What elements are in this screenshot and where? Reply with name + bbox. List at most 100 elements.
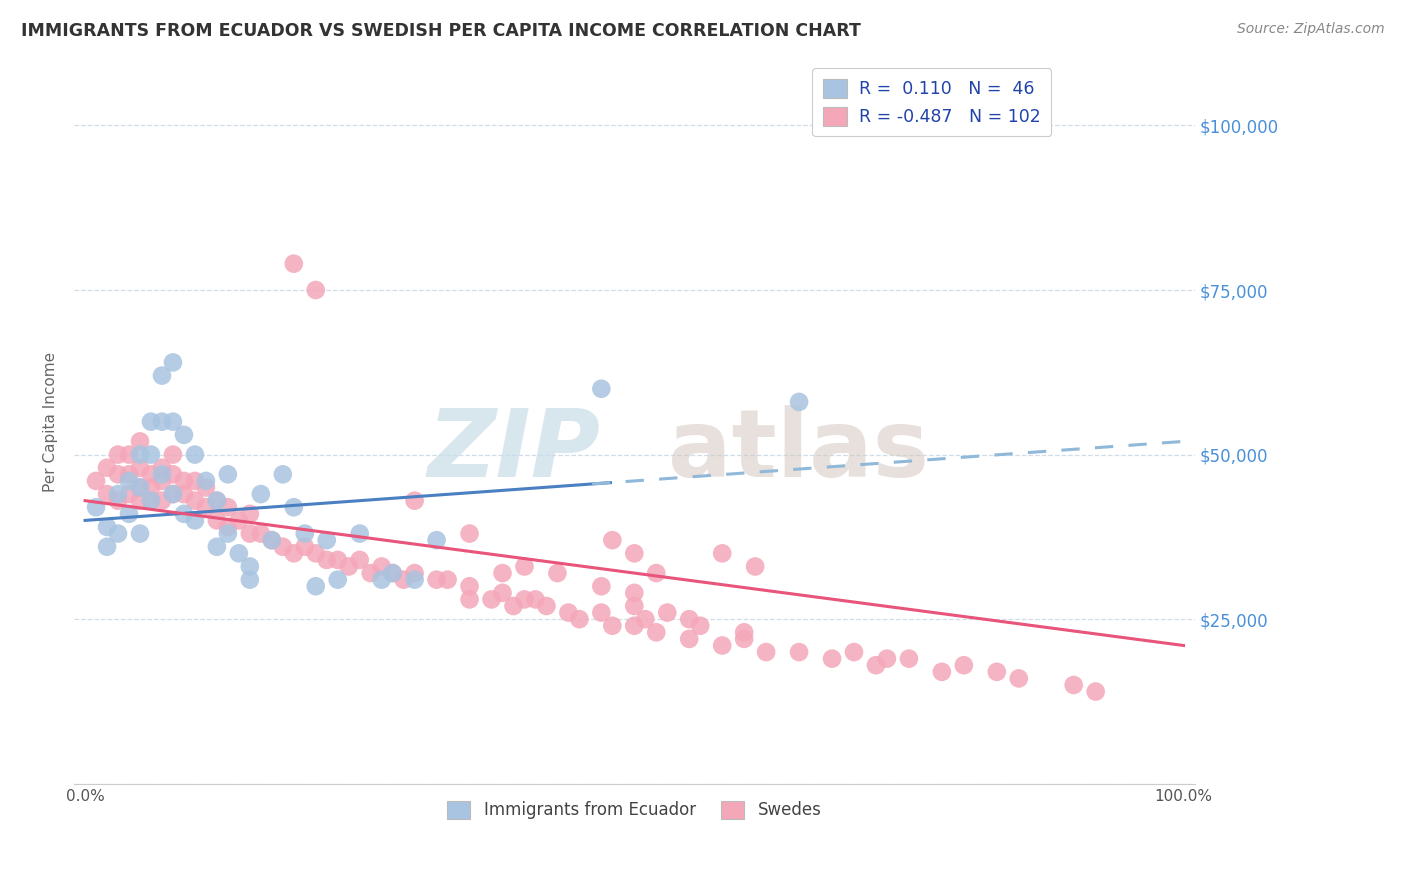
Point <box>271 467 294 482</box>
Point <box>139 467 162 482</box>
Point <box>1063 678 1085 692</box>
Point <box>315 553 337 567</box>
Point <box>370 573 392 587</box>
Point <box>865 658 887 673</box>
Point <box>678 632 700 646</box>
Point <box>602 533 624 548</box>
Point <box>84 500 107 515</box>
Point <box>173 487 195 501</box>
Point <box>876 651 898 665</box>
Point <box>194 474 217 488</box>
Point <box>897 651 920 665</box>
Point <box>404 566 426 580</box>
Point <box>150 368 173 383</box>
Point <box>546 566 568 580</box>
Point <box>326 573 349 587</box>
Point <box>205 493 228 508</box>
Point <box>162 467 184 482</box>
Point <box>370 559 392 574</box>
Point <box>173 507 195 521</box>
Point <box>139 415 162 429</box>
Point <box>129 481 152 495</box>
Point <box>118 467 141 482</box>
Point <box>205 513 228 527</box>
Point <box>129 481 152 495</box>
Point <box>821 651 844 665</box>
Point <box>404 493 426 508</box>
Point <box>392 573 415 587</box>
Point <box>591 606 613 620</box>
Point <box>129 434 152 449</box>
Point <box>458 592 481 607</box>
Point <box>568 612 591 626</box>
Point <box>118 487 141 501</box>
Point <box>162 487 184 501</box>
Point <box>953 658 976 673</box>
Point <box>205 540 228 554</box>
Point <box>733 625 755 640</box>
Y-axis label: Per Capita Income: Per Capita Income <box>44 351 58 491</box>
Point <box>744 559 766 574</box>
Point <box>139 448 162 462</box>
Point <box>481 592 503 607</box>
Point <box>524 592 547 607</box>
Point <box>217 467 239 482</box>
Point <box>404 573 426 587</box>
Point <box>842 645 865 659</box>
Point <box>96 520 118 534</box>
Text: ZIP: ZIP <box>427 405 600 497</box>
Point <box>513 592 536 607</box>
Point <box>711 639 734 653</box>
Point <box>118 448 141 462</box>
Point <box>184 448 207 462</box>
Point <box>502 599 524 613</box>
Point <box>107 448 129 462</box>
Point <box>426 533 449 548</box>
Point <box>150 474 173 488</box>
Point <box>305 579 328 593</box>
Point <box>689 619 711 633</box>
Point <box>239 559 262 574</box>
Point <box>1008 672 1031 686</box>
Point <box>491 566 513 580</box>
Point <box>129 526 152 541</box>
Point <box>349 553 371 567</box>
Point <box>150 467 173 482</box>
Point <box>139 481 162 495</box>
Point <box>337 559 360 574</box>
Point <box>349 526 371 541</box>
Point <box>283 257 305 271</box>
Point <box>986 665 1008 679</box>
Point <box>623 599 645 613</box>
Point <box>326 553 349 567</box>
Point <box>260 533 283 548</box>
Point <box>536 599 558 613</box>
Point <box>96 487 118 501</box>
Legend: Immigrants from Ecuador, Swedes: Immigrants from Ecuador, Swedes <box>440 794 828 826</box>
Point <box>787 645 810 659</box>
Point <box>591 382 613 396</box>
Point <box>260 533 283 548</box>
Point <box>107 487 129 501</box>
Point <box>228 546 250 560</box>
Point <box>150 493 173 508</box>
Point <box>711 546 734 560</box>
Point <box>194 481 217 495</box>
Point <box>294 526 316 541</box>
Point <box>217 526 239 541</box>
Point <box>678 612 700 626</box>
Point <box>645 566 668 580</box>
Point <box>239 507 262 521</box>
Point <box>84 474 107 488</box>
Text: Source: ZipAtlas.com: Source: ZipAtlas.com <box>1237 22 1385 37</box>
Point <box>623 546 645 560</box>
Point <box>458 579 481 593</box>
Point <box>1084 684 1107 698</box>
Point <box>513 559 536 574</box>
Point <box>634 612 657 626</box>
Point <box>139 493 162 508</box>
Point <box>162 448 184 462</box>
Point <box>184 493 207 508</box>
Point <box>491 586 513 600</box>
Point <box>162 355 184 369</box>
